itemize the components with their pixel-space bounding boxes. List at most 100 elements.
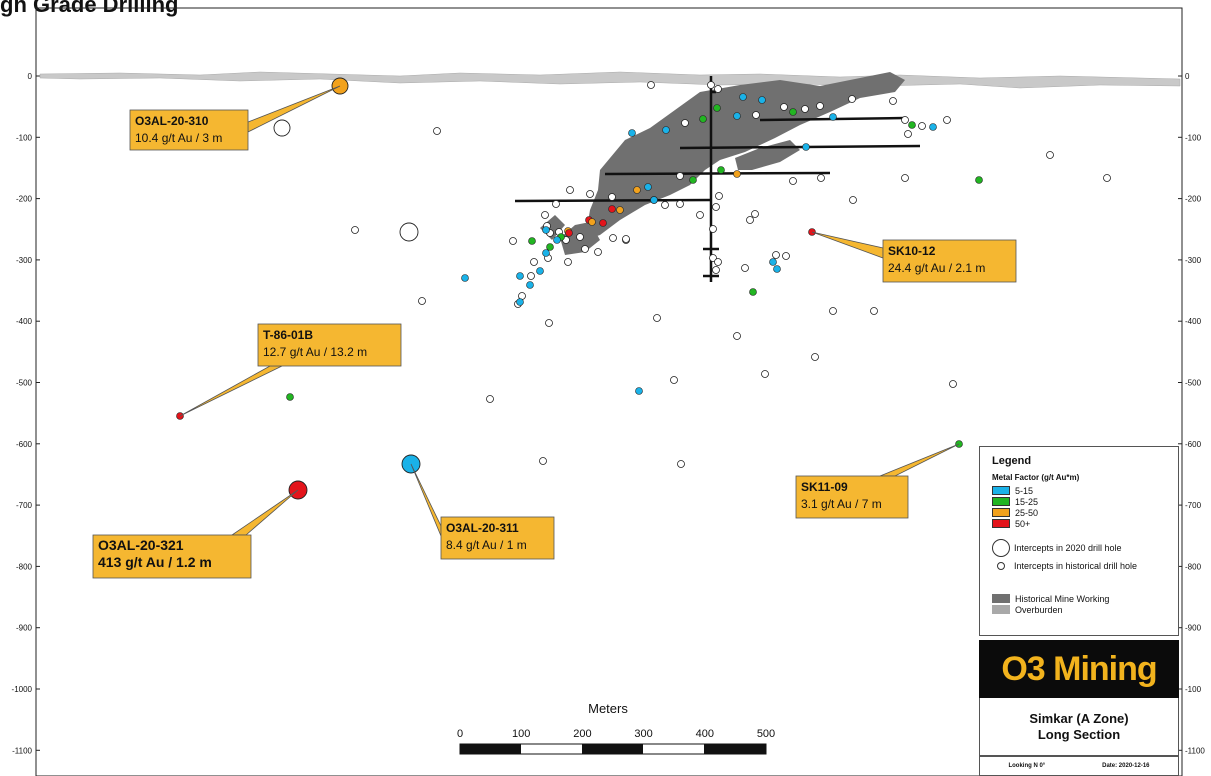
historical-intercept-point bbox=[670, 376, 678, 384]
left-depth-label: -800 bbox=[16, 562, 33, 571]
colored-intercept-point bbox=[635, 387, 643, 395]
scale-tick-label: 100 bbox=[512, 728, 530, 740]
colored-intercept-point bbox=[662, 126, 670, 134]
colored-intercept-point bbox=[286, 393, 294, 401]
colored-intercept-point bbox=[542, 249, 550, 257]
right-depth-axis: 0 -100 -200 -300 -400 -500 -600 -700 -800 -900 -10… bbox=[1178, 72, 1205, 755]
right-depth-label: -400 bbox=[1185, 317, 1202, 326]
callout-hole-id: SK11-09 bbox=[801, 480, 848, 494]
colored-intercept-point bbox=[733, 112, 741, 120]
callout-hole-id: T-86-01B bbox=[263, 328, 313, 342]
scale-tick-label: 500 bbox=[757, 728, 775, 740]
historical-intercept-point bbox=[539, 457, 547, 465]
right-depth-label: -100 bbox=[1185, 133, 1202, 142]
section-date: Date: 2020-12-16 bbox=[1102, 763, 1150, 769]
intercepts-2020 bbox=[273, 77, 421, 500]
callout-box bbox=[257, 323, 402, 367]
historical-intercept-point bbox=[545, 319, 553, 327]
title-line-2: Long Section bbox=[1037, 726, 1121, 742]
colored-intercept-point bbox=[528, 237, 536, 245]
historical-intercept-point bbox=[746, 216, 754, 224]
colored-intercept-point bbox=[608, 205, 616, 213]
left-depth-label: -500 bbox=[16, 379, 33, 388]
callout-o3al-20-310: O3AL-20-310 10.4 g/t Au / 3 m bbox=[129, 85, 341, 151]
colored-intercept-point bbox=[802, 143, 810, 151]
scale-tick-label: 200 bbox=[573, 728, 591, 740]
right-depth-label: -500 bbox=[1185, 379, 1202, 388]
callout-o3al-20-311: O3AL-20-311 8.4 g/t Au / 1 m bbox=[410, 463, 555, 560]
company-logo: O3 Mining bbox=[979, 640, 1179, 698]
historical-intercept-point bbox=[1103, 174, 1111, 182]
logo-text: O3 Mining bbox=[1001, 649, 1157, 688]
left-depth-label: -300 bbox=[16, 256, 33, 265]
colored-intercept-point bbox=[929, 123, 937, 131]
callout-grade: 413 g/t Au / 1.2 m bbox=[98, 554, 212, 570]
historical-intercept-point bbox=[586, 190, 594, 198]
scale-bar-title: Meters bbox=[588, 701, 628, 716]
looking-direction: Looking N 0° bbox=[1008, 763, 1046, 769]
title-block: Simkar (A Zone) Long Section bbox=[979, 698, 1179, 756]
colored-intercept-point bbox=[699, 115, 707, 123]
historical-intercept-point bbox=[653, 314, 661, 322]
colored-intercept-point bbox=[717, 166, 725, 174]
legend-class-swatch bbox=[992, 508, 1010, 517]
overburden-swatch bbox=[992, 605, 1010, 614]
historical-intercept-point bbox=[594, 248, 602, 256]
right-depth-label: 0 bbox=[1185, 72, 1190, 81]
callout-box bbox=[440, 516, 555, 560]
colored-intercept-point bbox=[749, 288, 757, 296]
historical-intercept-point bbox=[709, 225, 717, 233]
left-depth-label: -100 bbox=[16, 133, 33, 142]
legend-class-row: 25-50 bbox=[992, 507, 1166, 518]
right-depth-label: -1100 bbox=[1185, 746, 1205, 755]
historical-intercept-point bbox=[351, 226, 359, 234]
historical-intercept-point bbox=[772, 251, 780, 259]
scale-bar: Meters 0 100 200 300 400 500 bbox=[457, 701, 775, 755]
callout-hole-id: O3AL-20-310 bbox=[135, 114, 209, 128]
legend-historical-label: Intercepts in historical drill hole bbox=[1014, 561, 1138, 571]
historical-intercept-point bbox=[530, 258, 538, 266]
historical-intercept-point bbox=[901, 174, 909, 182]
colored-intercept-point bbox=[758, 96, 766, 104]
callout-pointer bbox=[247, 85, 341, 133]
colored-intercept-point bbox=[553, 236, 561, 244]
legend-class-row: 15-25 bbox=[992, 496, 1166, 507]
scale-tick-label: 300 bbox=[634, 728, 652, 740]
historical-intercept-point bbox=[541, 211, 549, 219]
callout-grade: 12.7 g/t Au / 13.2 m bbox=[263, 345, 367, 359]
historical-intercept-point bbox=[1046, 151, 1054, 159]
mine-working-swatch bbox=[992, 594, 1010, 603]
left-depth-label: -1100 bbox=[12, 746, 32, 755]
historical-intercept-point bbox=[509, 237, 517, 245]
scale-tick-label: 0 bbox=[457, 728, 463, 740]
colored-intercept-point bbox=[733, 170, 741, 178]
colored-intercept-point bbox=[526, 281, 534, 289]
callout-box bbox=[129, 109, 249, 151]
historical-intercept-point bbox=[943, 116, 951, 124]
section-frame bbox=[35, 7, 1183, 776]
left-depth-label: 0 bbox=[28, 72, 33, 81]
historical-intercept-point bbox=[609, 234, 617, 242]
left-depth-label: -400 bbox=[16, 317, 33, 326]
colored-intercept-point bbox=[975, 176, 983, 184]
callout-pointer bbox=[410, 463, 442, 537]
historical-intercept-point bbox=[829, 307, 837, 315]
callout-hole-id: O3AL-20-321 bbox=[98, 537, 184, 553]
historical-intercept-point bbox=[918, 122, 926, 130]
colored-intercept-point bbox=[633, 186, 641, 194]
colored-intercept-point bbox=[644, 183, 652, 191]
historical-intercept-point bbox=[576, 233, 584, 241]
historical-intercept-point bbox=[714, 258, 722, 266]
drill-hole-2020-intercept bbox=[399, 222, 419, 242]
historical-intercept-point bbox=[751, 210, 759, 218]
historical-intercept-point bbox=[661, 201, 669, 209]
callout-hole-id: SK10-12 bbox=[888, 244, 936, 258]
historical-intercept-point bbox=[761, 370, 769, 378]
colored-intercept-point bbox=[516, 272, 524, 280]
colored-intercept-point bbox=[628, 129, 636, 137]
historical-intercept-point bbox=[552, 200, 560, 208]
callout-grade: 8.4 g/t Au / 1 m bbox=[446, 538, 527, 552]
overburden-band bbox=[39, 71, 1181, 89]
legend-panel: Legend Metal Factor (g/t Au*m) 5-15 15-25… bbox=[979, 446, 1179, 636]
legend-overburden-row: Overburden bbox=[992, 604, 1166, 615]
